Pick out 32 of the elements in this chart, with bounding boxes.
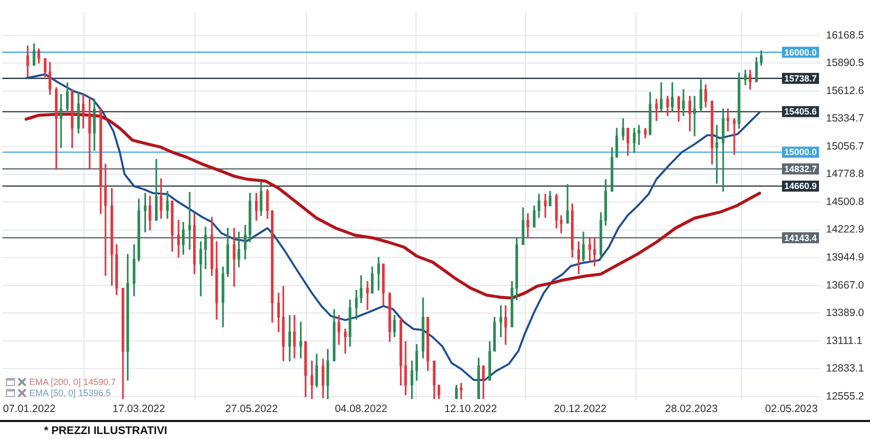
y-tick-label: 13944.9 bbox=[826, 252, 864, 264]
y-tick-label: 12555.2 bbox=[826, 390, 864, 402]
ref-line-label: 15405.6 bbox=[784, 106, 817, 117]
ref-line-label: 14832.7 bbox=[784, 164, 817, 174]
ref-line-label: 14660.9 bbox=[784, 181, 817, 192]
ref-line-label: 15738.7 bbox=[784, 73, 817, 84]
x-tick-label: 07.01.2022 bbox=[2, 403, 56, 416]
y-tick-label: 14500.8 bbox=[826, 196, 864, 208]
ref-line-label: 14143.4 bbox=[784, 232, 817, 243]
y-tick-label: 15612.6 bbox=[826, 84, 864, 97]
text: * PREZZI ILLUSTRATIVI bbox=[44, 425, 168, 438]
ref-line-label: 15000.0 bbox=[784, 147, 817, 158]
y-tick-label: 14222.9 bbox=[826, 224, 864, 236]
x-tick-label: 02.05.2023 bbox=[765, 403, 818, 416]
y-tick-label: 16168.5 bbox=[826, 29, 864, 42]
x-tick-label: 12.10.2022 bbox=[444, 403, 498, 416]
x-tick-label: 28.02.2023 bbox=[665, 403, 718, 416]
x-tick-label: 04.08.2022 bbox=[334, 403, 388, 416]
y-tick-label: 12833.1 bbox=[826, 362, 864, 375]
x-tick-label: 27.05.2022 bbox=[225, 403, 278, 416]
text: EMA [50, 0] 15396.5 bbox=[29, 388, 111, 398]
y-tick-label: 13111.1 bbox=[826, 334, 863, 347]
text: EMA [200, 0] 14590.7 bbox=[29, 377, 116, 387]
y-tick-label: 14778.8 bbox=[826, 168, 864, 180]
x-tick-label: 17.03.2022 bbox=[112, 403, 166, 416]
y-tick-label: 13389.0 bbox=[826, 307, 864, 320]
y-tick-label: 15890.5 bbox=[826, 57, 864, 70]
y-tick-label: 15334.7 bbox=[826, 112, 864, 125]
y-tick-label: 13667.0 bbox=[826, 279, 864, 292]
x-tick-label: 20.12.2022 bbox=[554, 403, 607, 416]
y-tick-label: 15056.7 bbox=[826, 140, 864, 152]
ref-line-label: 16000.0 bbox=[784, 47, 817, 58]
